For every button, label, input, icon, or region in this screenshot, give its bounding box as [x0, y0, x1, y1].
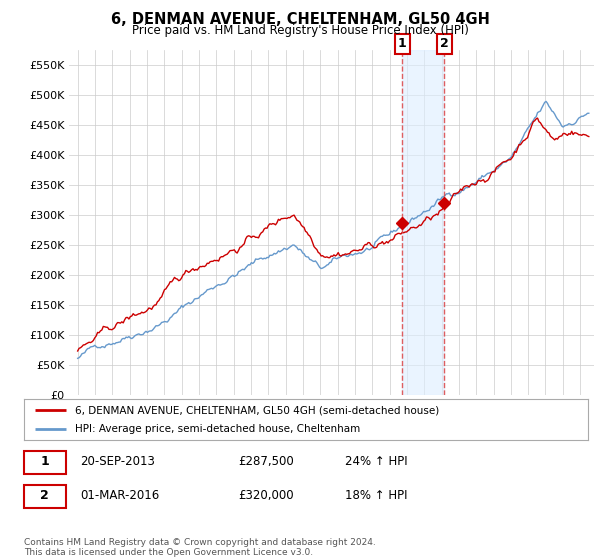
Text: 1: 1 [398, 38, 406, 50]
Text: 24% ↑ HPI: 24% ↑ HPI [346, 455, 408, 468]
FancyBboxPatch shape [24, 485, 66, 508]
Text: 20-SEP-2013: 20-SEP-2013 [80, 455, 155, 468]
Text: 2: 2 [40, 489, 49, 502]
Text: Contains HM Land Registry data © Crown copyright and database right 2024.
This d: Contains HM Land Registry data © Crown c… [24, 538, 376, 557]
Text: HPI: Average price, semi-detached house, Cheltenham: HPI: Average price, semi-detached house,… [75, 424, 360, 433]
Text: Price paid vs. HM Land Registry's House Price Index (HPI): Price paid vs. HM Land Registry's House … [131, 24, 469, 36]
FancyBboxPatch shape [24, 451, 66, 474]
Text: 2: 2 [440, 38, 449, 50]
Bar [402, 50, 444, 395]
Text: 6, DENMAN AVENUE, CHELTENHAM, GL50 4GH: 6, DENMAN AVENUE, CHELTENHAM, GL50 4GH [110, 12, 490, 27]
Text: £320,000: £320,000 [238, 489, 294, 502]
Text: 6, DENMAN AVENUE, CHELTENHAM, GL50 4GH (semi-detached house): 6, DENMAN AVENUE, CHELTENHAM, GL50 4GH (… [75, 405, 439, 415]
Text: 01-MAR-2016: 01-MAR-2016 [80, 489, 160, 502]
Text: 18% ↑ HPI: 18% ↑ HPI [346, 489, 408, 502]
Text: 1: 1 [40, 455, 49, 468]
Text: £287,500: £287,500 [238, 455, 294, 468]
